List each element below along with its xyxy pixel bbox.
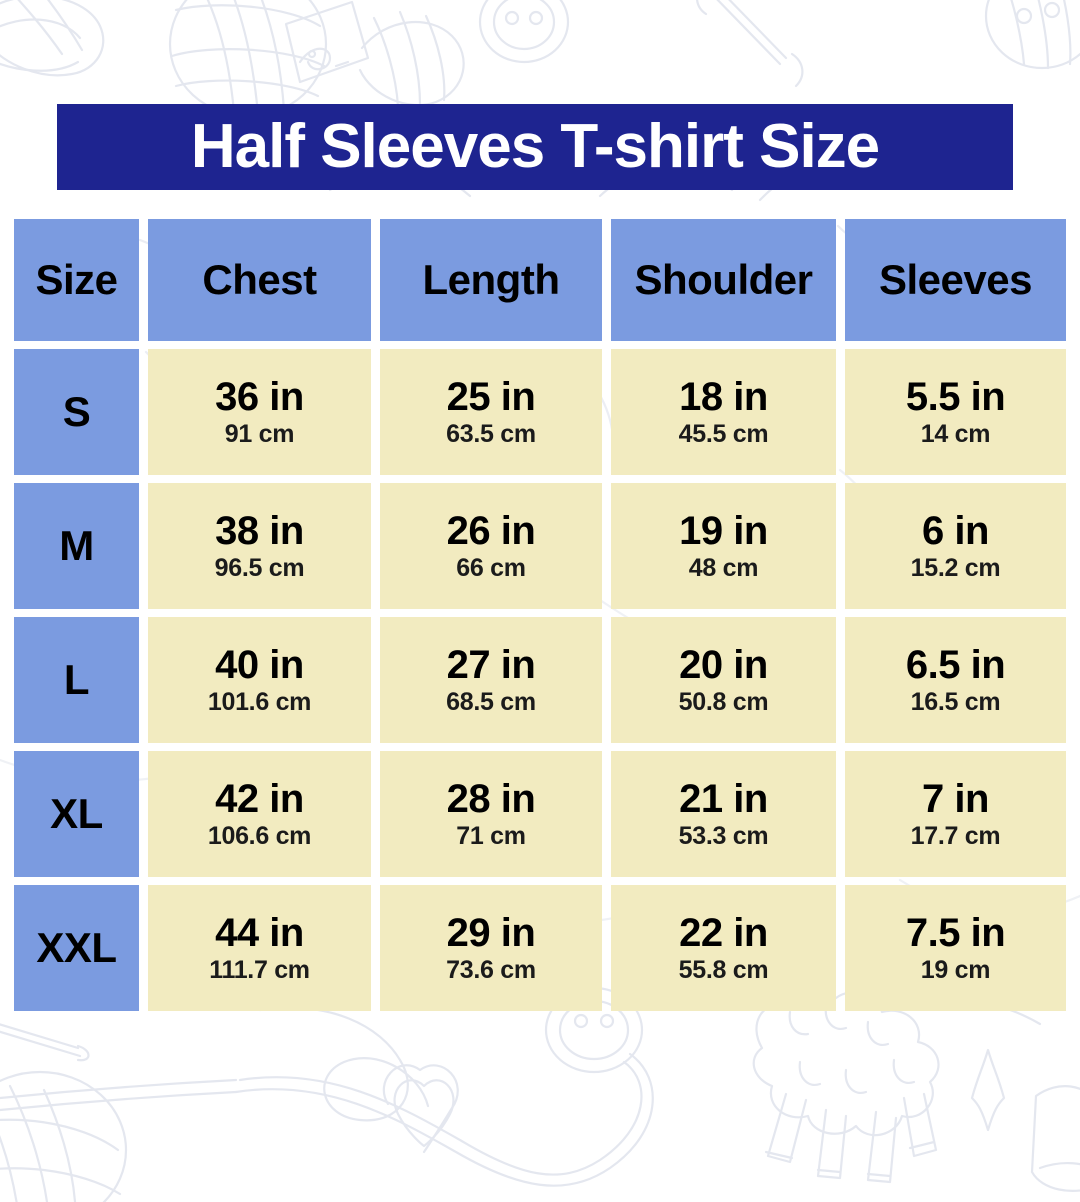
size-label: M bbox=[59, 522, 94, 569]
value-inches: 29 in bbox=[446, 911, 536, 956]
value-centimeters: 91 cm bbox=[224, 420, 295, 449]
table-row: S 36 in 91 cm 25 in 63.5 cm 18 in 45.5 c… bbox=[14, 349, 1066, 475]
value-inches: 38 in bbox=[215, 509, 304, 554]
size-label: L bbox=[63, 656, 90, 703]
value-inches: 5.5 in bbox=[905, 375, 1006, 420]
value-inches: 36 in bbox=[215, 375, 304, 420]
page-title: Half Sleeves T-shirt Size bbox=[190, 112, 880, 181]
column-header-label: Shoulder bbox=[634, 256, 813, 303]
measurement-cell-sleeves: 6.5 in 16.5 cm bbox=[845, 617, 1066, 743]
value-centimeters: 16.5 cm bbox=[910, 688, 1001, 717]
value-centimeters: 66 cm bbox=[456, 554, 526, 583]
value-centimeters: 45.5 cm bbox=[678, 420, 769, 449]
size-cell: S bbox=[14, 349, 139, 475]
value-centimeters: 17.7 cm bbox=[910, 822, 1001, 851]
measurement-cell-shoulder: 21 in 53.3 cm bbox=[611, 751, 836, 877]
column-header-shoulder: Shoulder bbox=[611, 219, 836, 341]
measurement-cell-chest: 40 in 101.6 cm bbox=[148, 617, 371, 743]
measurement-cell-shoulder: 22 in 55.8 cm bbox=[611, 885, 836, 1011]
value-inches: 20 in bbox=[679, 643, 768, 688]
size-cell: XL bbox=[14, 751, 139, 877]
value-inches: 26 in bbox=[446, 509, 536, 554]
column-header-label: Sleeves bbox=[879, 256, 1032, 303]
column-header-chest: Chest bbox=[148, 219, 371, 341]
value-inches: 28 in bbox=[446, 777, 536, 822]
table-row: M 38 in 96.5 cm 26 in 66 cm 19 in 48 cm … bbox=[14, 483, 1066, 609]
value-centimeters: 63.5 cm bbox=[446, 420, 536, 449]
measurement-cell-sleeves: 6 in 15.2 cm bbox=[845, 483, 1066, 609]
value-centimeters: 68.5 cm bbox=[446, 688, 536, 717]
table-row: XL 42 in 106.6 cm 28 in 71 cm 21 in 53.3… bbox=[14, 751, 1066, 877]
value-centimeters: 15.2 cm bbox=[910, 554, 1001, 583]
value-centimeters: 53.3 cm bbox=[678, 822, 769, 851]
size-label: S bbox=[62, 388, 91, 435]
value-centimeters: 106.6 cm bbox=[207, 822, 312, 851]
column-header-label: Length bbox=[422, 256, 560, 303]
column-header-label: Chest bbox=[202, 256, 317, 303]
size-chart-table: Size Chest Length Shoulder Sleeves S 36 … bbox=[14, 219, 1066, 1019]
value-centimeters: 96.5 cm bbox=[214, 554, 305, 583]
value-centimeters: 71 cm bbox=[456, 822, 526, 851]
column-header-sleeves: Sleeves bbox=[845, 219, 1066, 341]
value-inches: 21 in bbox=[679, 777, 768, 822]
table-row: XXL 44 in 111.7 cm 29 in 73.6 cm 22 in 5… bbox=[14, 885, 1066, 1011]
value-inches: 27 in bbox=[446, 643, 536, 688]
value-inches: 7 in bbox=[922, 777, 989, 822]
size-label: XXL bbox=[36, 924, 117, 971]
value-centimeters: 50.8 cm bbox=[678, 688, 769, 717]
value-inches: 7.5 in bbox=[905, 911, 1006, 956]
column-header-label: Size bbox=[35, 256, 118, 303]
measurement-cell-chest: 44 in 111.7 cm bbox=[148, 885, 371, 1011]
value-inches: 22 in bbox=[679, 911, 768, 956]
value-inches: 42 in bbox=[215, 777, 304, 822]
column-header-length: Length bbox=[380, 219, 602, 341]
measurement-cell-length: 27 in 68.5 cm bbox=[380, 617, 602, 743]
measurement-cell-length: 29 in 73.6 cm bbox=[380, 885, 602, 1011]
measurement-cell-shoulder: 19 in 48 cm bbox=[611, 483, 836, 609]
measurement-cell-sleeves: 5.5 in 14 cm bbox=[845, 349, 1066, 475]
size-cell: XXL bbox=[14, 885, 139, 1011]
size-cell: L bbox=[14, 617, 139, 743]
measurement-cell-sleeves: 7 in 17.7 cm bbox=[845, 751, 1066, 877]
value-inches: 19 in bbox=[679, 509, 768, 554]
value-inches: 6 in bbox=[922, 509, 989, 554]
measurement-cell-length: 25 in 63.5 cm bbox=[380, 349, 602, 475]
measurement-cell-length: 26 in 66 cm bbox=[380, 483, 602, 609]
measurement-cell-length: 28 in 71 cm bbox=[380, 751, 602, 877]
value-inches: 6.5 in bbox=[905, 643, 1006, 688]
value-centimeters: 55.8 cm bbox=[678, 956, 769, 985]
measurement-cell-sleeves: 7.5 in 19 cm bbox=[845, 885, 1066, 1011]
value-centimeters: 19 cm bbox=[920, 956, 991, 985]
measurement-cell-shoulder: 18 in 45.5 cm bbox=[611, 349, 836, 475]
value-inches: 25 in bbox=[446, 375, 536, 420]
table-row: L 40 in 101.6 cm 27 in 68.5 cm 20 in 50.… bbox=[14, 617, 1066, 743]
size-label: XL bbox=[50, 790, 103, 837]
value-centimeters: 14 cm bbox=[920, 420, 991, 449]
value-centimeters: 111.7 cm bbox=[209, 956, 310, 985]
value-centimeters: 48 cm bbox=[688, 554, 759, 583]
measurement-cell-shoulder: 20 in 50.8 cm bbox=[611, 617, 836, 743]
title-banner: Half Sleeves T-shirt Size bbox=[57, 104, 1013, 190]
value-inches: 44 in bbox=[215, 911, 304, 956]
measurement-cell-chest: 38 in 96.5 cm bbox=[148, 483, 371, 609]
value-centimeters: 73.6 cm bbox=[446, 956, 536, 985]
size-cell: M bbox=[14, 483, 139, 609]
value-inches: 40 in bbox=[215, 643, 304, 688]
value-inches: 18 in bbox=[679, 375, 768, 420]
measurement-cell-chest: 36 in 91 cm bbox=[148, 349, 371, 475]
column-header-size: Size bbox=[14, 219, 139, 341]
value-centimeters: 101.6 cm bbox=[207, 688, 312, 717]
measurement-cell-chest: 42 in 106.6 cm bbox=[148, 751, 371, 877]
table-header-row: Size Chest Length Shoulder Sleeves bbox=[14, 219, 1066, 341]
